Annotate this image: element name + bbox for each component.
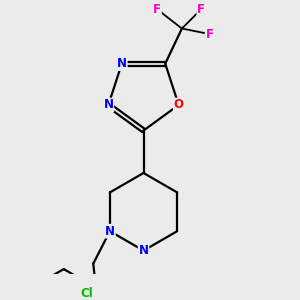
Text: N: N: [117, 57, 127, 70]
Text: N: N: [139, 244, 148, 257]
Text: F: F: [206, 28, 214, 40]
Text: O: O: [174, 98, 184, 112]
Text: F: F: [197, 3, 205, 16]
Text: F: F: [153, 3, 161, 16]
Text: Cl: Cl: [80, 286, 93, 300]
Text: N: N: [105, 225, 115, 238]
Text: N: N: [103, 98, 113, 112]
